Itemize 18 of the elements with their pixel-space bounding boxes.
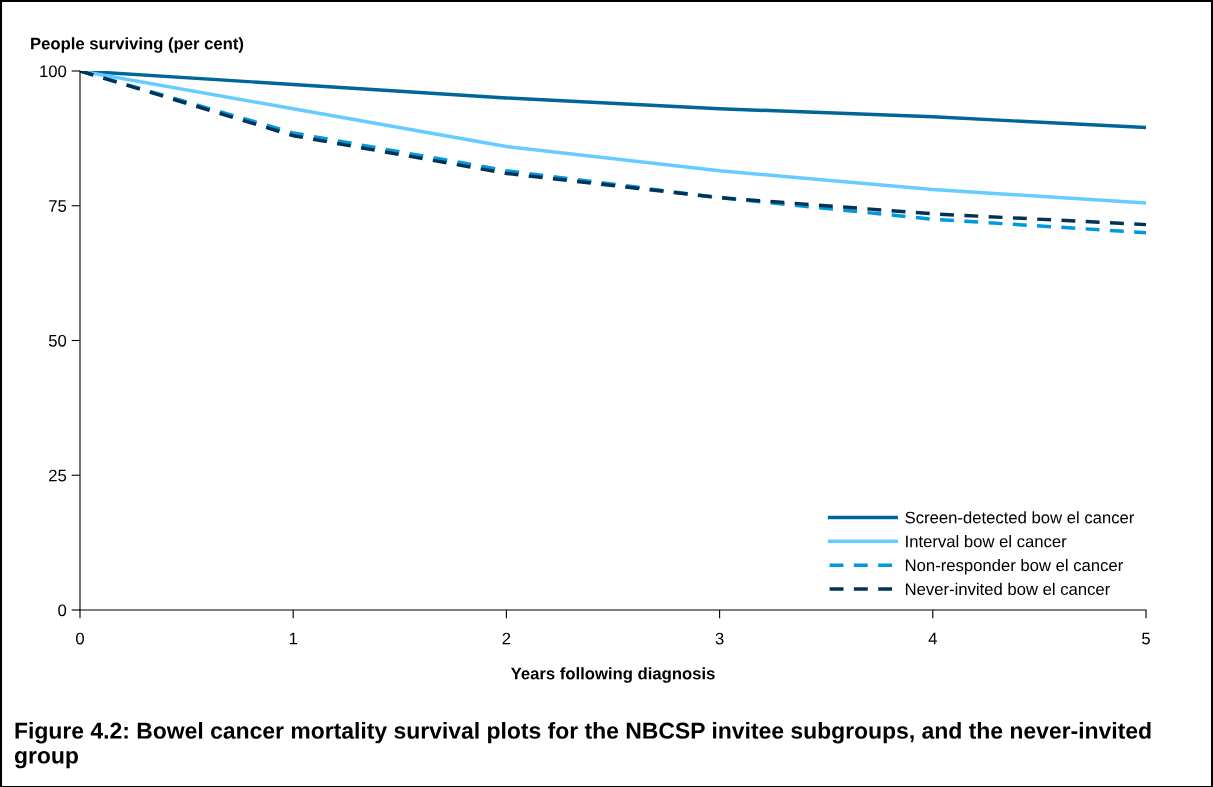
legend-label: Interval bow el cancer bbox=[906, 535, 1067, 548]
y-tick-label: 100 bbox=[40, 65, 67, 78]
x-axis-title: Years following diagnosis bbox=[510, 667, 715, 683]
x-tick-label: 3 bbox=[715, 632, 724, 645]
x-tick-label: 2 bbox=[502, 632, 511, 645]
y-tick-label: 75 bbox=[49, 200, 67, 212]
text: Figure 4.2: Bowel cancer mortality survival plots for the NBCSP invitee subgroups, and the never-invited group bbox=[14, 722, 1151, 769]
x-tick-label: 0 bbox=[76, 632, 84, 645]
x-tick-label: 5 bbox=[1142, 632, 1150, 645]
legend-label: Non-responder bow el cancer bbox=[905, 558, 1123, 575]
x-tick-label: 4 bbox=[928, 632, 937, 645]
y-tick-label: 50 bbox=[48, 334, 67, 347]
x-tick-label: 1 bbox=[289, 632, 298, 645]
legend-label: Screen-detected bow el cancer bbox=[905, 511, 1135, 524]
y-tick-label: 0 bbox=[58, 604, 67, 617]
y-axis-title: People surviving (per cent) bbox=[31, 37, 244, 53]
y-tick-label: 25 bbox=[49, 469, 67, 482]
legend-label: Never-invited bow el cancer bbox=[905, 582, 1110, 596]
